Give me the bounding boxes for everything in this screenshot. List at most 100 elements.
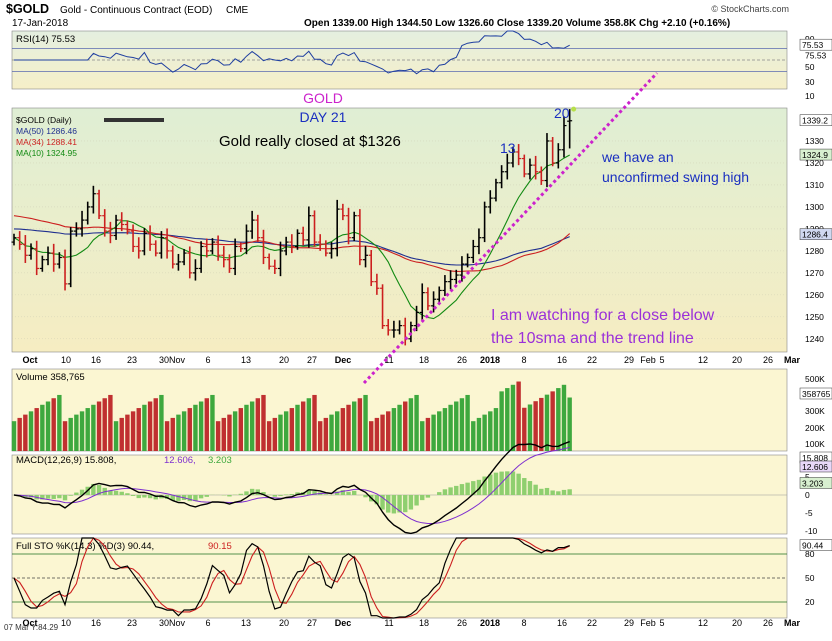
volume-bar	[210, 395, 214, 451]
x-axis-tick-label: 22	[587, 355, 597, 365]
volume-bar	[34, 408, 38, 451]
volume-bar	[216, 421, 220, 451]
annotation-day: DAY 21	[300, 109, 347, 125]
macd-hist-bar	[363, 495, 367, 497]
volume-bar	[182, 411, 186, 451]
y-axis-tick-label: 1280	[805, 246, 824, 256]
volume-bar	[256, 398, 260, 451]
macd-label: MACD(12,26,9) 15.808,	[16, 455, 116, 466]
volume-bar	[420, 421, 424, 451]
macd-hist-bar	[278, 495, 282, 496]
volume-bar	[103, 398, 107, 451]
macd-hist-label: 3.203	[208, 455, 232, 466]
volume-bar	[539, 398, 543, 451]
macd-hist-bar	[437, 492, 441, 495]
macd-hist-bar	[454, 486, 458, 495]
volume-bar	[227, 415, 231, 451]
x-axis-tick-label: 30Nov	[159, 355, 186, 365]
volume-bar	[392, 408, 396, 451]
y-axis-tick-label: -5	[805, 508, 813, 518]
volume-bar	[120, 418, 124, 451]
volume-bar	[477, 418, 481, 451]
macd-hist-bar	[528, 481, 532, 495]
footer-label: 07 Mar Y:84.29	[4, 623, 59, 632]
macd-hist-bar	[545, 488, 549, 495]
x-axis-tick-label: 10	[61, 355, 71, 365]
macd-hist-bar	[460, 484, 464, 495]
volume-bar	[307, 398, 311, 451]
x-axis-tick-label: 29	[624, 618, 634, 628]
volume-bar	[471, 421, 475, 451]
y-axis-tick-label: 200K	[805, 423, 825, 433]
volume-bar	[352, 402, 356, 451]
y-axis-tick-label: 10	[805, 91, 815, 101]
macd-hist-bar	[63, 495, 67, 500]
x-axis-tick-label: Feb	[640, 618, 656, 628]
macd-hist-bar	[494, 473, 498, 495]
x-axis-tick-label: 8	[521, 618, 526, 628]
volume-bar	[556, 388, 560, 451]
macd-hist-bar	[443, 489, 447, 495]
value-tag-text: 1324.9	[802, 150, 828, 160]
x-axis-tick-label: 16	[91, 618, 101, 628]
y-axis-tick-label: 20	[805, 597, 815, 607]
volume-bar	[465, 395, 469, 451]
volume-bar	[431, 415, 435, 451]
volume-bar	[329, 415, 333, 451]
y-axis-tick-label: 500K	[805, 374, 825, 384]
macd-hist-bar	[284, 494, 288, 495]
macd-hist-bar	[556, 491, 560, 495]
macd-hist-bar	[465, 483, 469, 495]
value-tag: 12.606	[800, 461, 832, 472]
volume-bar	[205, 398, 209, 451]
macd-hist-bar	[533, 485, 537, 495]
sto-d-label: 90.15	[208, 541, 232, 552]
volume-bar	[278, 415, 282, 451]
volume-bar	[159, 395, 163, 451]
volume-bar	[505, 388, 509, 451]
volume-bar	[324, 418, 328, 451]
volume-bar	[63, 421, 67, 451]
volume-bar	[335, 411, 339, 451]
x-axis-tick-label: 20	[279, 618, 289, 628]
annotation-swing-1: we have an	[601, 149, 674, 165]
macd-hist-bar	[539, 489, 543, 495]
legend-ma50: MA(50) 1286.46	[16, 126, 77, 136]
macd-hist-bar	[403, 495, 407, 512]
chart-header: $GOLD Gold - Continuous Contract (EOD) C…	[6, 2, 789, 29]
volume-bar	[341, 408, 345, 451]
macd-hist-bar	[239, 494, 243, 495]
last-high-marker	[571, 107, 576, 112]
value-tag: 358765	[800, 388, 832, 399]
volume-bar	[108, 395, 112, 451]
volume-bar	[516, 382, 520, 451]
volume-bar	[414, 395, 418, 451]
x-axis-tick-label: 8	[521, 355, 526, 365]
x-axis-tick-label: 5	[659, 618, 664, 628]
volume-bar	[301, 402, 305, 451]
volume-bar	[261, 395, 265, 451]
macd-hist-bar	[69, 495, 73, 496]
instrument-name: Gold - Continuous Contract (EOD)	[60, 5, 212, 16]
x-axis-tick-label: 27	[307, 618, 317, 628]
annotation-closed: Gold really closed at $1326	[219, 133, 401, 150]
volume-bar	[188, 408, 192, 451]
x-axis-tick-label: 20	[732, 618, 742, 628]
ohlc-readout: Open 1339.00 High 1344.50 Low 1326.60 Cl…	[304, 18, 730, 29]
volume-bar	[358, 398, 362, 451]
x-axis-tick-label: 29	[624, 355, 634, 365]
macd-hist-bar	[290, 494, 294, 495]
y-axis-tick-label: 1330	[805, 136, 824, 146]
value-tag: 3.203	[800, 477, 832, 488]
x-axis-tick-label: 16	[557, 618, 567, 628]
volume-label: Volume 358,765	[16, 372, 85, 383]
price-legend-title: $GOLD (Daily)	[16, 115, 72, 125]
rsi-label: RSI(14) 75.53	[16, 34, 75, 45]
y-axis-tick-label: 1260	[805, 290, 824, 300]
volume-bar	[142, 405, 146, 451]
volume-bar	[148, 402, 152, 451]
volume-bar	[40, 405, 44, 451]
volume-bar	[171, 418, 175, 451]
x-axis-tick-label: 5	[659, 355, 664, 365]
volume-bar	[97, 402, 101, 451]
